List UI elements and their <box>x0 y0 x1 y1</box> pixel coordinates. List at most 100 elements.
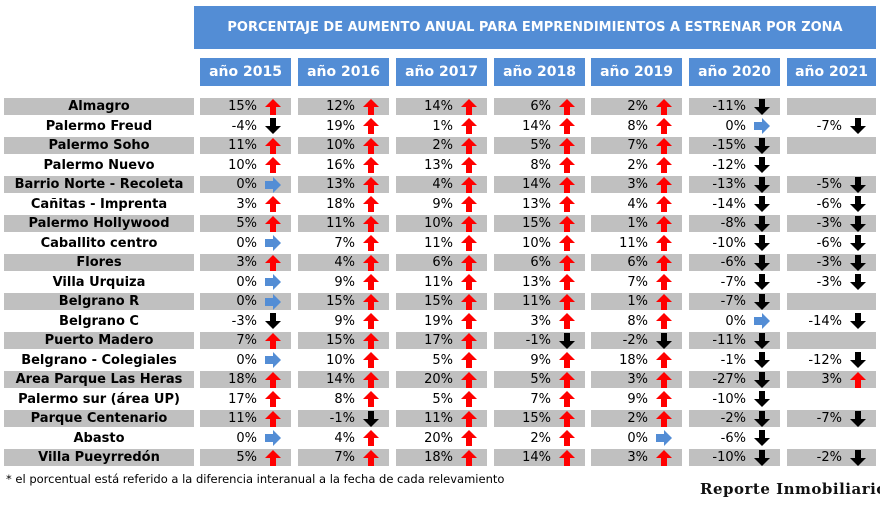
value-cell: 6% <box>396 254 487 271</box>
table-title: PORCENTAJE DE AUMENTO ANUAL PARA EMPREND… <box>194 6 876 49</box>
value-cell: 15% <box>200 98 291 115</box>
percent-value: 11% <box>424 411 453 426</box>
arrow-up-icon <box>656 410 672 427</box>
arrow-down-icon <box>754 410 770 427</box>
percent-value: 20% <box>424 372 453 387</box>
value-cell: 8% <box>494 156 585 176</box>
value-cell: 15% <box>494 410 585 427</box>
arrow-up-icon <box>559 293 575 310</box>
percent-value: 0% <box>236 352 257 368</box>
value-cell: 7% <box>591 273 682 293</box>
zone-label: Belgrano C <box>59 313 139 329</box>
percent-value: 5% <box>236 450 257 465</box>
arrow-down-icon <box>656 332 672 349</box>
arrow-up-icon <box>656 449 672 466</box>
percent-value: -14% <box>808 313 842 329</box>
value-cell: 4% <box>396 176 487 193</box>
percent-value: 5% <box>530 138 551 153</box>
percent-value: 13% <box>326 177 355 192</box>
arrow-down-icon <box>850 254 866 271</box>
percent-value: 4% <box>334 430 355 446</box>
value-cell: 11% <box>298 215 389 232</box>
arrow-right-icon <box>265 352 281 369</box>
percent-value: -13% <box>712 177 746 192</box>
arrow-down-icon <box>850 313 866 330</box>
percent-value: 3% <box>627 450 648 465</box>
value-cell: -1% <box>298 410 389 427</box>
arrow-up-icon <box>265 449 281 466</box>
arrow-up-icon <box>363 371 379 388</box>
percent-value: 1% <box>627 216 648 231</box>
percent-value: 18% <box>228 372 257 387</box>
arrow-up-icon <box>363 118 379 135</box>
arrow-right-icon <box>265 274 281 291</box>
value-cell: -7% <box>689 273 780 293</box>
value-cell <box>787 293 876 310</box>
zone-label: Parque Centenario <box>4 410 194 427</box>
arrow-up-icon <box>559 313 575 330</box>
year-header: año 2018 <box>494 58 585 86</box>
arrow-up-icon <box>363 235 379 252</box>
arrow-down-icon <box>754 98 770 115</box>
table-row: Palermo Hollywood 5% 11% 10% 15% 1% -8% -3% <box>0 214 880 234</box>
value-cell: 0% <box>200 429 291 449</box>
percent-value: -3% <box>231 313 257 329</box>
percent-value: 2% <box>432 138 453 153</box>
arrow-right-icon <box>656 430 672 447</box>
percent-value: 1% <box>432 118 453 134</box>
value-cell: 4% <box>591 195 682 215</box>
value-cell: 5% <box>396 351 487 371</box>
percent-value: 15% <box>522 216 551 231</box>
arrow-down-icon <box>754 352 770 369</box>
arrow-right-icon <box>265 430 281 447</box>
percent-value: 18% <box>619 352 648 368</box>
arrow-up-icon <box>461 176 477 193</box>
arrow-up-icon <box>559 254 575 271</box>
value-cell: -11% <box>689 98 780 115</box>
percent-value: -10% <box>712 450 746 465</box>
value-cell: 8% <box>591 312 682 332</box>
arrow-up-icon <box>656 371 672 388</box>
value-cell: -3% <box>200 312 291 332</box>
value-cell: 17% <box>200 390 291 410</box>
value-cell: 19% <box>396 312 487 332</box>
arrow-up-icon <box>656 235 672 252</box>
percent-value: 12% <box>326 99 355 114</box>
percent-value: 6% <box>432 255 453 270</box>
value-cell: -3% <box>787 273 876 293</box>
value-cell: 9% <box>494 351 585 371</box>
value-cell: 18% <box>591 351 682 371</box>
value-cell: 14% <box>494 117 585 137</box>
percent-value: 13% <box>522 196 551 212</box>
value-cell: 11% <box>200 137 291 154</box>
value-cell: 18% <box>200 371 291 388</box>
percent-value: -12% <box>712 157 746 173</box>
value-cell: 0% <box>689 312 780 332</box>
arrow-up-icon <box>656 274 672 291</box>
value-cell: -2% <box>787 449 876 466</box>
value-cell: 5% <box>494 371 585 388</box>
arrow-up-icon <box>461 118 477 135</box>
value-cell: 9% <box>298 273 389 293</box>
value-cell: -7% <box>787 410 876 427</box>
arrow-up-icon <box>656 98 672 115</box>
percent-value: 11% <box>424 235 453 251</box>
zone-label: Puerto Madero <box>4 332 194 349</box>
percent-value: -3% <box>816 255 842 270</box>
value-cell: 7% <box>298 449 389 466</box>
percent-value: -11% <box>712 99 746 114</box>
arrow-up-icon <box>656 176 672 193</box>
percent-value: 8% <box>530 157 551 173</box>
percent-value: 0% <box>725 118 746 134</box>
percent-value: 0% <box>627 430 648 446</box>
arrow-up-icon <box>559 449 575 466</box>
percent-value: 15% <box>522 411 551 426</box>
value-cell: 13% <box>494 273 585 293</box>
value-cell: 7% <box>591 137 682 154</box>
value-cell: 17% <box>396 332 487 349</box>
percent-value: -7% <box>816 411 842 426</box>
value-cell: 5% <box>396 390 487 410</box>
percent-value: 15% <box>424 294 453 309</box>
value-cell: -3% <box>787 215 876 232</box>
value-cell <box>787 98 876 115</box>
